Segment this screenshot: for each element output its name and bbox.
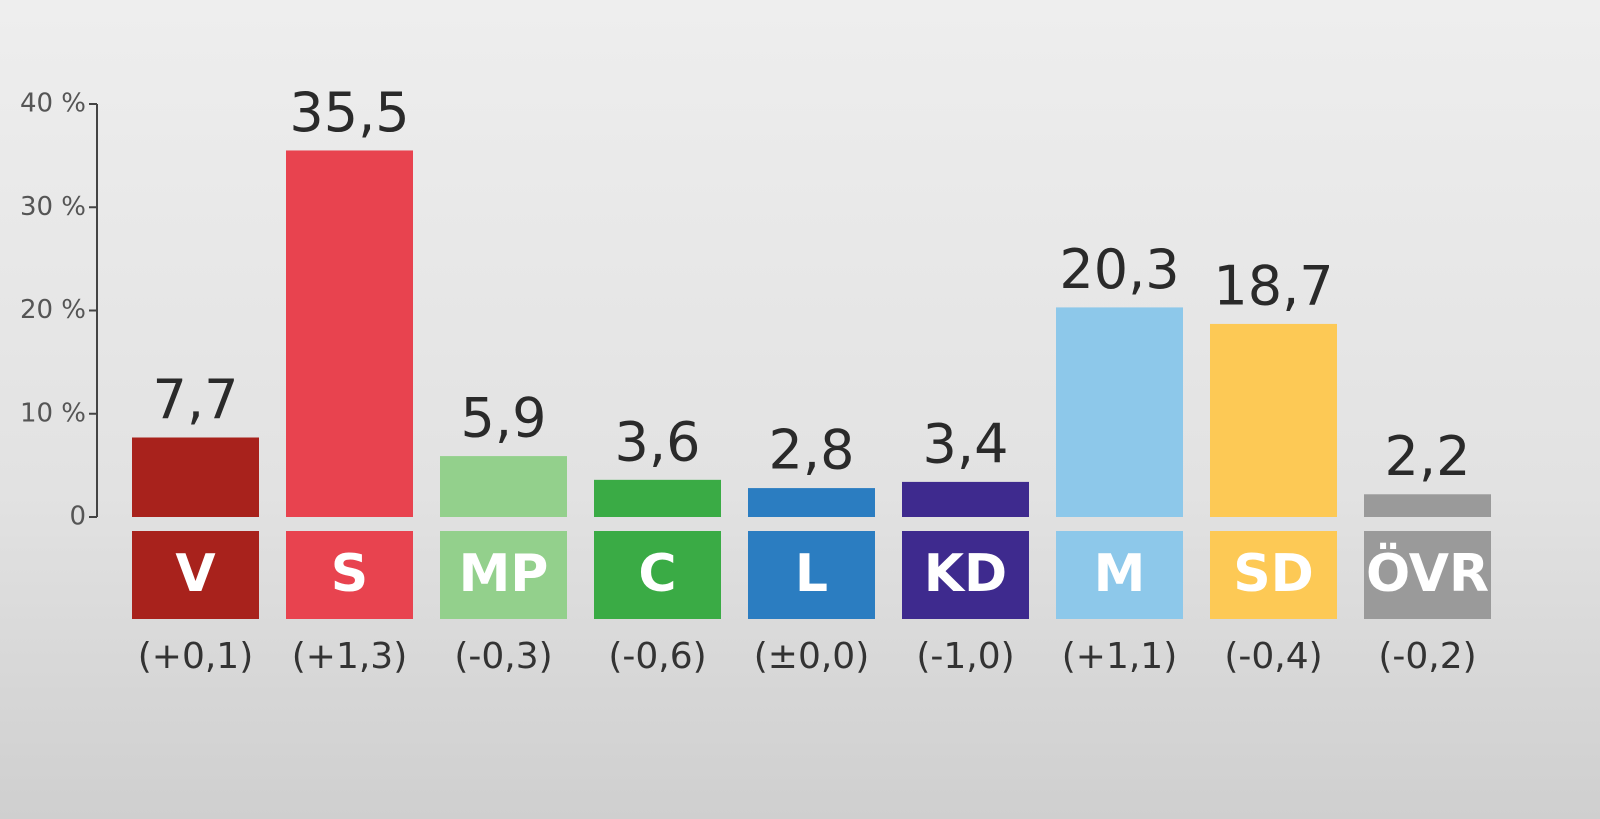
bar (748, 488, 875, 517)
value-label: 3,6 (615, 410, 701, 473)
y-tick-label: 20 % (20, 295, 86, 325)
category-label: ÖVR (1366, 542, 1489, 604)
category-label: L (795, 544, 828, 604)
category-box (1056, 531, 1183, 619)
change-label: (-0,2) (1378, 636, 1476, 677)
category-label: KD (924, 544, 1007, 604)
bar (286, 150, 413, 517)
y-tick-label: 10 % (20, 398, 86, 428)
category-label: V (175, 544, 215, 604)
category-box (594, 531, 721, 619)
change-label: (+1,1) (1062, 636, 1178, 677)
value-label: 2,2 (1385, 425, 1471, 488)
change-label: (+0,1) (138, 636, 254, 677)
category-box (286, 531, 413, 619)
bar (1210, 323, 1337, 517)
change-label: (-0,3) (454, 636, 552, 677)
category-label: S (331, 544, 368, 604)
bar (594, 479, 721, 517)
category-box (132, 531, 259, 619)
value-label: 20,3 (1059, 238, 1179, 301)
y-tick-label: 30 % (20, 192, 86, 222)
bar (440, 456, 567, 517)
bar (1364, 494, 1491, 517)
category-label: MP (459, 544, 549, 604)
change-label: (+1,3) (292, 636, 408, 677)
bar (1056, 307, 1183, 517)
category-box (440, 531, 567, 619)
value-label: 7,7 (153, 368, 239, 431)
y-tick-label: 40 % (20, 89, 86, 119)
category-box (1364, 531, 1491, 619)
change-label: (-0,4) (1224, 636, 1322, 677)
y-tick-label: 0 (69, 502, 86, 532)
category-label: SD (1233, 544, 1314, 604)
value-label: 2,8 (769, 419, 855, 482)
bar (132, 437, 259, 517)
change-label: (-0,6) (608, 636, 706, 677)
category-box (1210, 531, 1337, 619)
value-label: 5,9 (461, 387, 547, 450)
bar (902, 481, 1029, 517)
category-label: M (1094, 544, 1146, 604)
value-label: 18,7 (1213, 255, 1333, 318)
category-label: C (638, 544, 676, 604)
change-label: (±0,0) (754, 636, 870, 677)
value-label: 3,4 (923, 413, 1009, 476)
value-label: 35,5 (289, 81, 409, 144)
category-box (748, 531, 875, 619)
category-box (902, 531, 1029, 619)
change-label: (-1,0) (916, 636, 1014, 677)
